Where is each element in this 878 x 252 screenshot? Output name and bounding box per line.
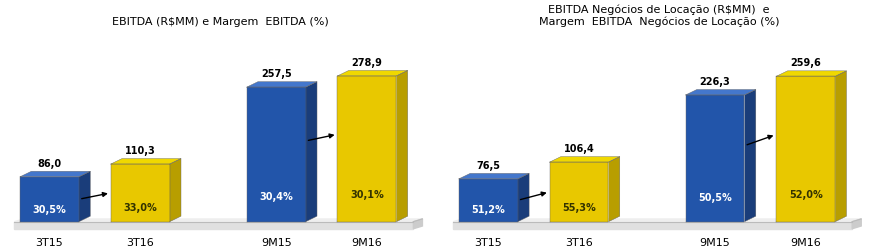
Text: 30,5%: 30,5% bbox=[32, 205, 67, 215]
Polygon shape bbox=[79, 171, 90, 222]
Text: 55,3%: 55,3% bbox=[561, 203, 595, 213]
Text: 226,3: 226,3 bbox=[699, 77, 730, 87]
FancyBboxPatch shape bbox=[111, 164, 169, 222]
Polygon shape bbox=[458, 173, 529, 179]
FancyBboxPatch shape bbox=[337, 76, 396, 222]
Polygon shape bbox=[453, 222, 851, 229]
Polygon shape bbox=[306, 82, 317, 222]
Polygon shape bbox=[775, 71, 846, 76]
FancyBboxPatch shape bbox=[685, 95, 744, 222]
FancyBboxPatch shape bbox=[549, 162, 608, 222]
Polygon shape bbox=[517, 173, 529, 222]
Text: 86,0: 86,0 bbox=[38, 159, 61, 169]
Polygon shape bbox=[14, 219, 422, 222]
Text: 76,5: 76,5 bbox=[476, 161, 500, 171]
FancyBboxPatch shape bbox=[20, 177, 79, 222]
FancyBboxPatch shape bbox=[458, 179, 517, 222]
Polygon shape bbox=[549, 157, 619, 162]
Title: EBITDA Negócios de Locação (R$MM)  e
Margem  EBITDA  Negócios de Locação (%): EBITDA Negócios de Locação (R$MM) e Marg… bbox=[538, 4, 778, 27]
Text: 33,0%: 33,0% bbox=[123, 203, 157, 213]
Polygon shape bbox=[851, 219, 860, 229]
Text: 30,4%: 30,4% bbox=[259, 192, 292, 202]
Text: 278,9: 278,9 bbox=[351, 58, 382, 68]
Polygon shape bbox=[247, 82, 317, 87]
Polygon shape bbox=[20, 171, 90, 177]
Title: EBITDA (R$MM) e Margem  EBITDA (%): EBITDA (R$MM) e Margem EBITDA (%) bbox=[112, 17, 328, 27]
Polygon shape bbox=[834, 71, 846, 222]
Polygon shape bbox=[608, 157, 619, 222]
Text: 30,1%: 30,1% bbox=[349, 190, 384, 200]
Text: 52,0%: 52,0% bbox=[788, 190, 822, 200]
Polygon shape bbox=[111, 159, 181, 164]
Polygon shape bbox=[396, 71, 407, 222]
Polygon shape bbox=[14, 222, 413, 229]
FancyBboxPatch shape bbox=[247, 87, 306, 222]
Polygon shape bbox=[453, 219, 860, 222]
FancyBboxPatch shape bbox=[775, 76, 834, 222]
Text: 106,4: 106,4 bbox=[563, 144, 594, 154]
Text: 110,3: 110,3 bbox=[125, 146, 155, 156]
Polygon shape bbox=[337, 71, 407, 76]
Text: 50,5%: 50,5% bbox=[697, 193, 731, 203]
Text: 259,6: 259,6 bbox=[789, 58, 820, 69]
Text: 257,5: 257,5 bbox=[261, 69, 291, 79]
Text: 51,2%: 51,2% bbox=[471, 205, 505, 215]
Polygon shape bbox=[744, 89, 755, 222]
Polygon shape bbox=[169, 159, 181, 222]
Polygon shape bbox=[413, 219, 422, 229]
Polygon shape bbox=[685, 89, 755, 95]
